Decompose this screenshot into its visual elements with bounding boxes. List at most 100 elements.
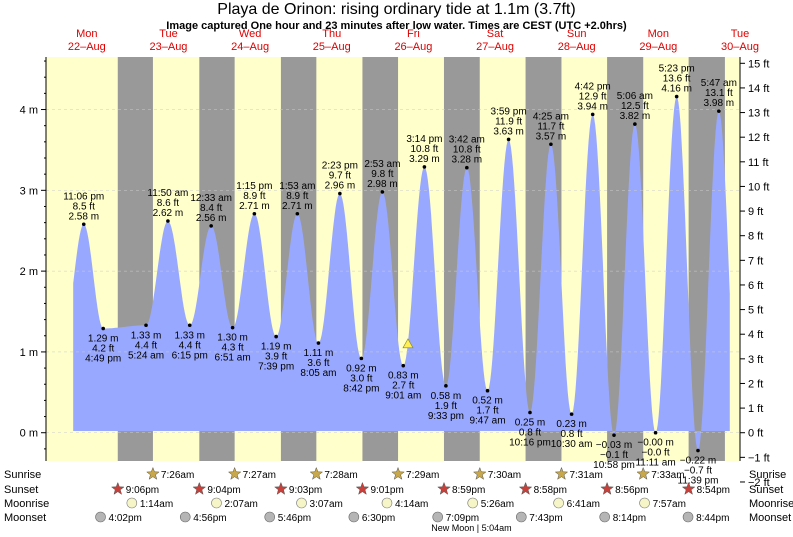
low-tide-point xyxy=(485,388,490,393)
day-date-label: 29–Aug xyxy=(639,41,677,53)
sunset-time-label: 9:01pm xyxy=(370,485,403,496)
low-tide-ft-label: −0.1 ft xyxy=(600,450,628,461)
high-tide-ft-label: 8.5 ft xyxy=(73,201,95,212)
moonset-time-label: 4:56pm xyxy=(193,513,226,524)
low-tide-point xyxy=(612,433,616,437)
sunrise-icon xyxy=(472,466,487,480)
low-tide-time-label: 6:51 am xyxy=(215,353,251,364)
y-tick-label-ft: 13 ft xyxy=(748,108,769,120)
low-tide-point xyxy=(569,412,574,416)
y-tick-label-ft: 11 ft xyxy=(748,157,769,169)
sunrise-icon xyxy=(309,466,324,480)
moonrise-icon xyxy=(553,497,564,509)
low-tide-m-label: 0.58 m xyxy=(431,391,462,402)
sunrise-icon xyxy=(227,466,242,480)
high-tide-m-label: 2.71 m xyxy=(239,201,270,212)
high-tide-time-label: 4:42 pm xyxy=(575,81,611,92)
moonrise-row-label-right: Moonrise xyxy=(749,498,793,510)
sunrise-time-label: 7:27am xyxy=(243,470,276,481)
low-tide-point xyxy=(444,384,448,388)
day-name-label: Tue xyxy=(159,28,178,40)
low-tide-ft-label: 4.3 ft xyxy=(221,343,243,354)
high-tide-ft-label: 10.8 ft xyxy=(453,145,481,156)
low-tide-ft-label: 0.8 ft xyxy=(519,428,541,439)
high-tide-ft-label: 9.7 ft xyxy=(329,171,351,182)
sunrise-icon xyxy=(636,466,651,480)
low-tide-ft-label: 4.4 ft xyxy=(135,340,157,351)
high-tide-m-label: 2.56 m xyxy=(196,213,227,224)
moonrise-icon xyxy=(639,497,650,509)
low-tide-ft-label: −0.7 ft xyxy=(684,465,712,476)
high-tide-m-label: 3.82 m xyxy=(620,111,651,122)
high-tide-m-label: 4.16 m xyxy=(661,84,692,95)
high-tide-point xyxy=(422,165,427,169)
high-tide-m-label: 3.28 m xyxy=(452,155,483,166)
low-tide-m-label: 1.19 m xyxy=(261,342,292,353)
moonset-time-label: 8:14pm xyxy=(613,513,646,524)
sunrise-icon xyxy=(146,466,160,480)
y-tick-label-ft: −1 ft xyxy=(748,452,770,464)
high-tide-ft-label: 8.9 ft xyxy=(243,191,265,202)
low-tide-point xyxy=(359,356,364,361)
y-tick-label-m: 1 m xyxy=(20,347,38,359)
moonset-icon xyxy=(95,511,106,523)
high-tide-time-label: 4:25 am xyxy=(533,111,569,122)
sunset-icon xyxy=(192,481,207,495)
high-tide-time-label: 2:23 pm xyxy=(322,161,358,172)
sunrise-row-label: Sunrise xyxy=(4,469,41,481)
high-tide-ft-label: 10.8 ft xyxy=(411,144,439,155)
y-tick-label-m: 2 m xyxy=(20,266,38,278)
sunrise-time-label: 7:30am xyxy=(488,470,521,481)
sunset-time-label: 8:59pm xyxy=(452,485,485,496)
sunset-row-label: Sunset xyxy=(4,484,38,496)
sunset-time-label: 8:56pm xyxy=(615,485,648,496)
day-date-label: 27–Aug xyxy=(476,41,514,53)
y-tick-label-ft: 5 ft xyxy=(748,305,763,317)
high-tide-point xyxy=(166,219,170,223)
high-tide-m-label: 2.98 m xyxy=(367,179,398,190)
y-tick-label-ft: 12 ft xyxy=(748,132,769,144)
y-tick-label-ft: 4 ft xyxy=(748,329,763,341)
high-tide-time-label: 2:53 am xyxy=(364,159,400,170)
low-tide-m-label: −0.22 m xyxy=(680,455,716,466)
moonrise-time-label: 2:07am xyxy=(224,499,257,510)
high-tide-time-label: 3:59 pm xyxy=(491,106,527,117)
high-tide-ft-label: 8.6 ft xyxy=(157,198,179,209)
day-date-label: 22–Aug xyxy=(68,41,106,53)
moonset-icon xyxy=(179,511,191,523)
moonset-icon xyxy=(264,511,276,523)
low-tide-ft-label: 3.6 ft xyxy=(307,358,329,369)
high-tide-ft-label: 11.9 ft xyxy=(495,116,522,127)
low-tide-point xyxy=(144,323,148,328)
low-tide-time-label: 9:47 am xyxy=(469,416,505,427)
moonset-row-label-right: Moonset xyxy=(749,512,791,524)
sunrise-time-label: 7:33am xyxy=(651,470,684,481)
moonset-icon xyxy=(432,511,444,523)
day-date-label: 28–Aug xyxy=(558,41,596,53)
y-tick-label-ft: 9 ft xyxy=(748,206,763,218)
low-tide-time-label: 11:39 pm xyxy=(678,475,719,486)
moonset-row-label: Moonset xyxy=(4,512,46,524)
day-name-label: Wed xyxy=(239,28,261,40)
moonrise-time-label: 1:14am xyxy=(140,499,173,510)
sunset-time-label: 9:03pm xyxy=(289,485,322,496)
high-tide-point xyxy=(549,142,553,147)
moonrise-icon xyxy=(467,497,479,509)
tide-curve xyxy=(73,97,730,451)
day-date-label: 26–Aug xyxy=(394,41,432,53)
sunrise-icon xyxy=(391,466,405,480)
day-name-label: Sun xyxy=(567,28,587,40)
high-tide-time-label: 5:23 pm xyxy=(659,64,695,75)
low-tide-point xyxy=(696,448,700,453)
low-tide-m-label: 0.92 m xyxy=(346,363,377,374)
high-tide-time-label: 5:06 am xyxy=(617,91,653,102)
moonset-time-label: 7:09pm xyxy=(446,513,479,524)
sunset-icon xyxy=(437,481,451,495)
moonrise-row-label: Moonrise xyxy=(4,498,49,510)
sunrise-time-label: 7:29am xyxy=(406,470,439,481)
y-tick-label-ft: −2 ft xyxy=(748,477,770,489)
high-tide-time-label: 12:33 am xyxy=(190,193,232,204)
moonrise-time-label: 3:07am xyxy=(310,499,343,510)
high-tide-ft-label: 8.9 ft xyxy=(286,191,308,202)
